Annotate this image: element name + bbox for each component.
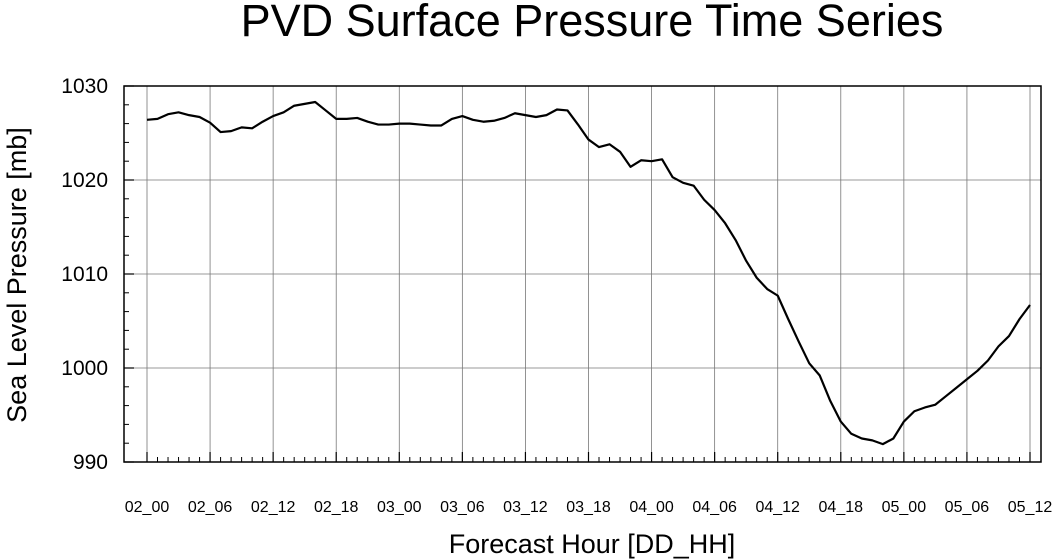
x-tick-label: 05_06	[945, 499, 990, 516]
axis-ticks	[124, 85, 1031, 463]
y-tick-label: 1030	[61, 75, 108, 98]
x-tick-label: 02_18	[314, 499, 359, 516]
x-tick-label: 04_06	[692, 499, 737, 516]
chart-title: PVD Surface Pressure Time Series	[241, 0, 944, 46]
x-tick-label: 02_06	[188, 499, 233, 516]
y-tick-label: 990	[73, 451, 108, 474]
x-axis-label: Forecast Hour [DD_HH]	[449, 529, 736, 559]
y-axis-label: Sea Level Pressure [mb]	[2, 127, 32, 423]
x-tick-label: 04_00	[629, 499, 674, 516]
x-tick-label: 04_18	[819, 499, 864, 516]
x-tick-label: 05_00	[882, 499, 927, 516]
plot-frame	[123, 85, 1042, 463]
x-tick-label: 05_12	[1008, 499, 1053, 516]
x-tick-label: 03_12	[503, 499, 548, 516]
pressure-series-line	[146, 100, 1031, 446]
x-tick-label: 02_00	[125, 499, 170, 516]
x-tick-label: 04_12	[755, 499, 800, 516]
y-tick-label: 1020	[61, 169, 108, 192]
x-tick-label: 03_00	[377, 499, 422, 516]
x-tick-label: 03_06	[440, 499, 485, 516]
x-tick-labels: 02_00 02_06 02_12 02_18 03_00 03_06 03_12 03_18…	[125, 499, 1053, 516]
y-tick-labels: 990 1000 1010 1020 1030	[61, 75, 108, 474]
x-tick-label: 03_18	[566, 499, 611, 516]
grid-lines	[124, 85, 1041, 463]
x-tick-label: 02_12	[251, 499, 296, 516]
y-tick-label: 1000	[61, 357, 108, 380]
y-tick-label: 1010	[61, 263, 108, 286]
